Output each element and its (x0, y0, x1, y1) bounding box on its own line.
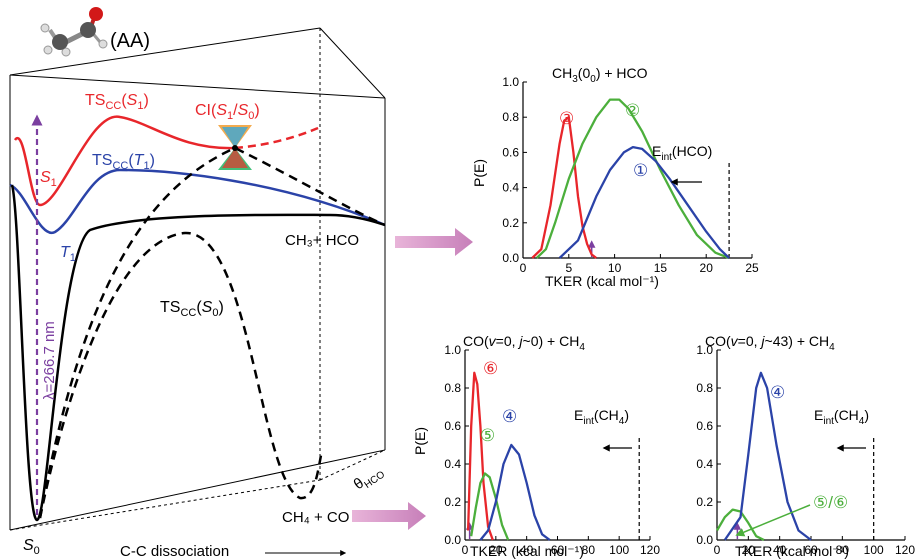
y-tick-label: 0.0 (696, 533, 713, 547)
bl-label-6: ⑥ (483, 359, 498, 378)
br-panel-eint-label: Eint(CH4) (814, 407, 869, 427)
top-label-2: ② (625, 101, 640, 120)
s1-label: S1 (40, 169, 57, 189)
conical-intersection-icon (218, 125, 252, 170)
series-line (479, 443, 551, 541)
y-tick-label: 0.4 (696, 457, 713, 471)
excitation-label: λ=266.7 nm (41, 321, 58, 400)
ts-s1-label: TSCC(S1) (85, 92, 149, 112)
top-panel-title: CH3(00) + HCO (552, 65, 648, 85)
bl-panel-ylabel: P(E) (412, 427, 428, 455)
x-axis-label: C-C dissociation (120, 543, 229, 560)
svg-text:TSCC(T1): TSCC(T1) (92, 152, 155, 172)
molecule-label: (AA) (110, 30, 150, 52)
bl-panel-title: CO(v=0, j~0) + CH4 (463, 333, 585, 353)
series-line (470, 472, 510, 541)
br-panel-xlabel: TKER (kcal mol⁻¹) (735, 543, 849, 559)
top-panel-ylabel: P(E) (471, 159, 487, 187)
y-tick-label: 1.0 (696, 343, 713, 357)
s1-curve (13, 115, 236, 207)
y-tick-label: 1.0 (444, 343, 461, 357)
x-tick-label: 40 (773, 543, 787, 557)
svg-text:TSCC(S0): TSCC(S0) (160, 299, 224, 319)
x-tick-label: 20 (700, 261, 714, 275)
x-tick-label: 15 (654, 261, 668, 275)
x-tick-label: 120 (895, 543, 915, 557)
x-tick-label: 60 (804, 543, 818, 557)
y-tick-label: 0.8 (444, 381, 461, 395)
x-tick-label: 10 (608, 261, 622, 275)
s0-dashed-ci-curve (38, 146, 386, 519)
ci-label: CI(S1/S0) (195, 102, 260, 122)
y-tick-label: 0.8 (696, 381, 713, 395)
ts-t1-label: TSCC(T1) (92, 152, 155, 172)
top-label-1: ① (633, 161, 648, 180)
pink-arrow-top (395, 228, 473, 256)
x-tick-label: 0 (714, 543, 721, 557)
svg-text:TSCC(S1): TSCC(S1) (85, 92, 149, 112)
x-tick-label: 80 (582, 543, 596, 557)
series-line (558, 145, 730, 259)
x-tick-label: 0 (520, 261, 527, 275)
y-tick-label: 0.0 (502, 251, 519, 265)
br-panel-title: CO(v=0, j~43) + CH4 (705, 333, 835, 353)
x-tick-label: 40 (520, 543, 534, 557)
x-tick-label: 100 (609, 543, 629, 557)
theta-label: θHCO (351, 462, 388, 496)
top-panel-eint-label: Eint(HCO) (652, 143, 712, 163)
chart-panel-bottom-right: 0.0 0.2 0.4 0.6 0.8 1.0 0 20 40 60 80 100 120 (696, 343, 915, 557)
y-tick-label: 0.4 (444, 457, 461, 471)
x-tick-label: 5 (565, 261, 572, 275)
series-line (466, 371, 494, 541)
y-tick-label: 0.2 (444, 495, 461, 509)
y-tick-label: 0.4 (502, 181, 519, 195)
series-line (723, 371, 812, 541)
x-tick-label: 60 (551, 543, 565, 557)
y-tick-label: 0.6 (696, 419, 713, 433)
y-tick-label: 0.6 (502, 145, 519, 159)
bl-panel-eint-label: Eint(CH4) (574, 407, 629, 427)
bl-label-5: ⑤ (480, 426, 495, 445)
chart-panel-bottom-left: 0.0 0.2 0.4 0.6 0.8 1.0 0 20 40 60 80 100 120 (444, 343, 660, 557)
svg-text:CI(S1/S0): CI(S1/S0) (195, 102, 260, 122)
ts-s0-label: TSCC(S0) (160, 299, 224, 319)
top-label-3: ③ (559, 109, 574, 128)
y-tick-label: 0.0 (444, 533, 461, 547)
x-tick-label: 20 (742, 543, 756, 557)
bl-panel-xlabel: TKER (kcal mol⁻¹) (470, 543, 584, 559)
y-tick-label: 0.2 (502, 216, 519, 230)
series-line (531, 116, 597, 259)
x-tick-label: 100 (864, 543, 884, 557)
s1-dashed-curve (234, 126, 319, 150)
y-tick-label: 1.0 (502, 75, 519, 89)
x-tick-label: 120 (640, 543, 660, 557)
t1-curve (9, 168, 386, 234)
x-tick-label: 25 (745, 261, 759, 275)
bl-label-4: ④ (502, 407, 517, 426)
x-tick-label: 80 (836, 543, 850, 557)
products-radical-label: CH₃+ HCO (285, 232, 359, 249)
t1-label: T1 (60, 244, 76, 264)
products-molecular-label: CH₄ + CO (282, 509, 349, 526)
br-label-56-pointer (735, 504, 811, 537)
series-line (535, 98, 730, 260)
x-tick-label: 20 (489, 543, 503, 557)
br-label-56: ⑤/⑥ (813, 493, 848, 512)
y-tick-label: 0.6 (444, 419, 461, 433)
top-panel-xlabel: TKER (kcal mol⁻¹) (545, 273, 659, 289)
x-tick-label: 0 (462, 543, 469, 557)
s0-label: S0 (23, 537, 40, 557)
br-label-4: ④ (770, 383, 785, 402)
pink-arrow-bottom (352, 502, 426, 530)
molecule-icon (40, 7, 108, 57)
y-tick-label: 0.8 (502, 110, 519, 124)
s0-dashed-ts-curve (38, 231, 324, 519)
chart-panel-top: 0.0 0.2 0.4 0.6 0.8 1.0 0 5 10 15 20 25 (502, 75, 759, 275)
pes-frame (9, 27, 386, 531)
s0-curve (10, 184, 386, 522)
y-tick-label: 0.2 (696, 495, 713, 509)
